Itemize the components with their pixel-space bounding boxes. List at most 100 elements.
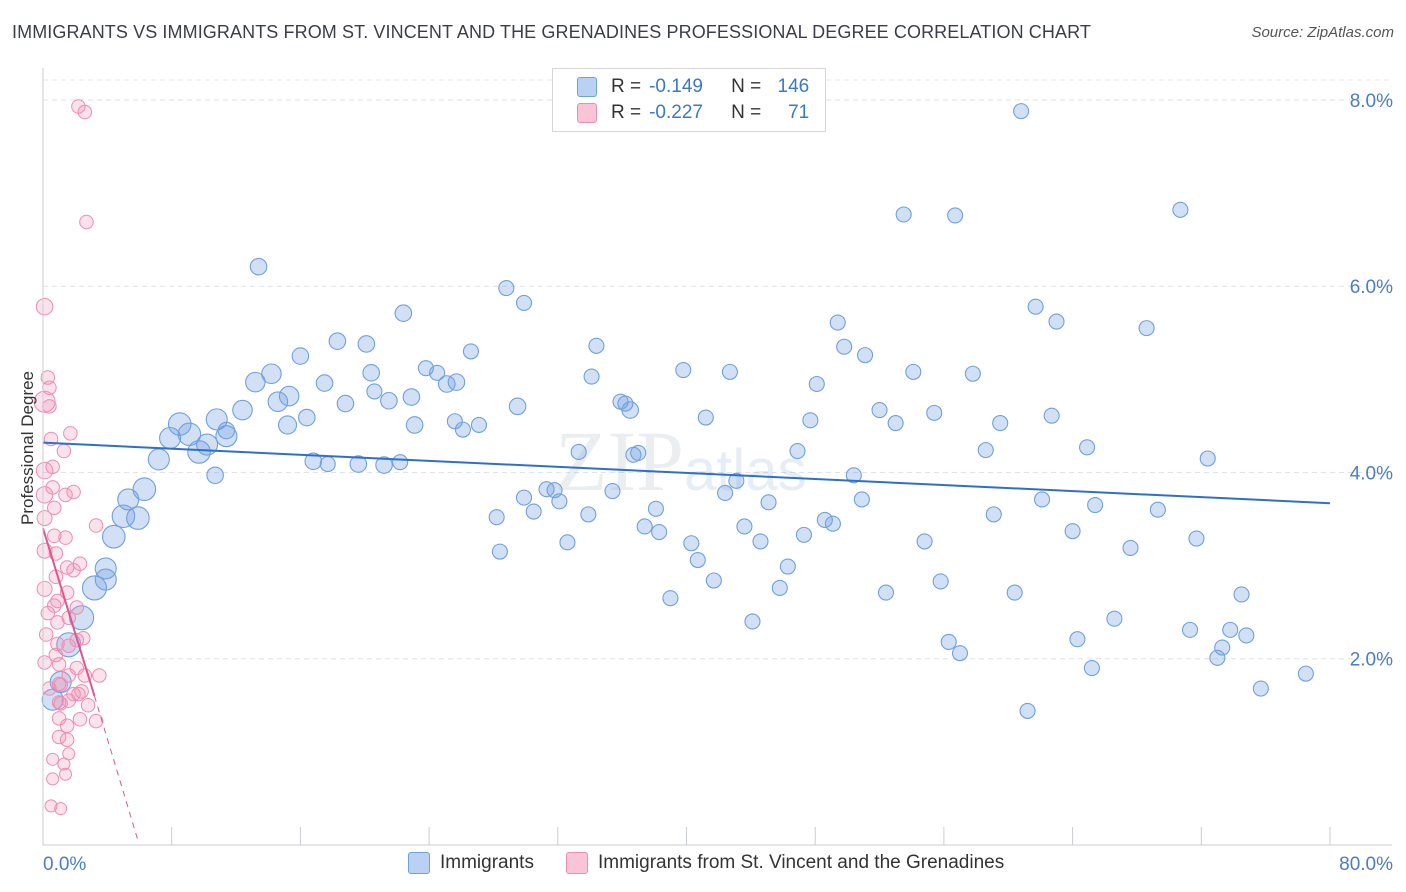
immigrants-point [1106,610,1123,627]
svg-point [72,712,88,727]
svg-point [66,686,81,702]
immigrants-point [488,509,505,526]
svg-point [66,484,81,500]
svg-point [79,214,94,230]
svg-point [50,636,65,652]
immigrants-point [525,503,542,520]
immigrants-point [380,391,398,410]
immigrants-point [1214,639,1231,656]
immigrants-point [771,579,788,597]
immigrants-point [1149,501,1166,518]
immigrants-point [277,415,298,435]
immigrants-point [94,557,117,580]
immigrants-point [392,454,409,471]
immigrants-point [877,584,895,601]
svg-point [42,380,57,395]
immigrants-point [721,363,738,380]
immigrants-point [836,338,853,355]
svg-point [62,747,76,761]
legend-row-svg: R = -0.227 N = 71 [577,101,809,125]
immigrants-point [992,415,1009,432]
immigrants-point [964,365,981,382]
tick-labels: 2.0% 4.0% 6.0% 8.0% 0.0% 80.0% [43,91,1393,875]
watermark-atlas-text: atlas [684,438,807,503]
svg-point [69,660,85,676]
immigrants-points [41,103,1314,719]
immigrants-point [951,645,969,662]
immigrants-point [559,534,576,551]
immigrants-point [362,364,380,382]
immigrants-point [1138,320,1155,337]
bottom-legend-svg: Immigrants from St. Vincent and the Gren… [597,852,1005,873]
legend-r-value: -0.227 [649,102,703,123]
immigrants-point [319,456,336,473]
immigrants-point [551,493,568,510]
immigrants-point [926,404,943,421]
immigrants-point [1199,450,1216,467]
bottom-legend: Immigrants Immigrants from St. Vincent a… [408,852,1004,874]
immigrants-point [1079,439,1096,456]
immigrants-point [515,489,533,506]
immigrants-point [196,433,219,456]
x-tick-label-max: 80.0% [1339,854,1393,875]
immigrants-point [760,494,777,511]
immigrants-point [977,442,994,459]
svg-point [37,655,52,670]
svg-point [80,698,96,713]
legend-swatch-pink [577,103,597,123]
immigrants-point [249,257,268,276]
svg-point [56,443,72,459]
immigrants-point [132,477,157,502]
x-tick-label-min: 0.0% [43,854,86,875]
immigrants-point [446,413,463,430]
svg-point [36,510,53,527]
immigrants-point [705,572,722,589]
immigrants-point [630,444,647,461]
immigrants-point [1172,201,1189,218]
svg-point [48,647,64,663]
svg-point [53,696,68,711]
chart-title: IMMIGRANTS VS IMMIGRANTS FROM ST. VINCEN… [12,22,1091,42]
svg-point [47,500,62,516]
svg-point [88,518,104,533]
immigrants-point [1209,649,1226,666]
immigrants-point [366,383,383,400]
immigrants-point [215,425,238,448]
immigrants-point [853,491,870,508]
svg-point [61,638,76,653]
immigrants-point [570,443,587,461]
immigrants-point [845,467,862,484]
immigrants-point [779,558,796,575]
immigrants-point [1252,680,1269,697]
immigrants-point [205,408,228,431]
immigrants-point [583,368,600,385]
immigrants-point [167,412,192,436]
immigrants-point [267,391,289,412]
svg-point [88,713,104,729]
immigrants-point [736,518,753,535]
svg-point [53,677,68,693]
svg-point [46,772,60,786]
immigrants-point [824,515,841,532]
svg-point [72,556,88,571]
immigrants-point [1238,627,1255,644]
svg-points [33,99,107,816]
immigrants-point [126,506,150,530]
svg-point [63,426,78,441]
immigrants-point [580,506,597,523]
legend-r-label: R = [611,76,642,97]
svg-point [47,598,62,613]
immigrants-point [405,416,424,434]
legend-swatch-blue [577,77,597,97]
immigrants-point [816,511,833,529]
svg-point [35,486,54,504]
axes [42,68,1392,846]
immigrants-trend-line [42,441,1331,505]
svg-point [45,459,60,475]
immigrants-point [1043,407,1060,424]
immigrants-point [278,385,300,407]
immigrants-point [651,524,668,541]
svg-point [35,461,54,480]
immigrants-point [94,568,117,591]
immigrants-point [744,613,761,630]
